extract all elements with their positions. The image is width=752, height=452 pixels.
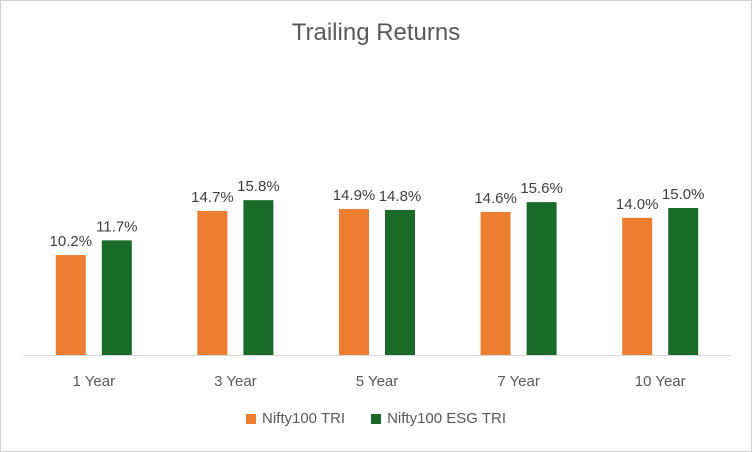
legend-swatch-nifty100-esg-tri bbox=[371, 413, 382, 424]
data-label-nifty100-esg-tri-7-year: 15.6% bbox=[520, 180, 563, 197]
bar-nifty100-tri-7-year bbox=[480, 211, 511, 355]
data-label-nifty100-tri-10-year: 14.0% bbox=[616, 196, 659, 213]
x-tick-label-1-year: 1 Year bbox=[73, 373, 116, 390]
legend-label-nifty100-tri: Nifty100 TRI bbox=[261, 410, 346, 427]
bar-nifty100-esg-tri-3-year bbox=[243, 200, 274, 355]
bar-nifty100-esg-tri-10-year bbox=[668, 208, 699, 355]
data-label-nifty100-tri-3-year: 14.7% bbox=[191, 189, 234, 206]
legend-label-nifty100-esg-tri: Nifty100 ESG TRI bbox=[387, 410, 507, 427]
x-tick-label-3-year: 3 Year bbox=[214, 373, 257, 390]
data-label-nifty100-esg-tri-1-year: 11.7% bbox=[96, 218, 137, 235]
bar-nifty100-tri-10-year bbox=[622, 217, 653, 355]
chart-title: Trailing Returns bbox=[291, 19, 461, 46]
bar-nifty100-tri-5-year bbox=[339, 208, 369, 355]
bar-nifty100-tri-3-year bbox=[197, 210, 228, 355]
legend-item-nifty100-esg-tri: Nifty100 ESG TRI bbox=[371, 410, 506, 427]
bar-nifty100-tri-1-year bbox=[55, 255, 86, 355]
legend-swatch-nifty100-tri bbox=[245, 413, 256, 424]
data-label-nifty100-tri-1-year: 10.2% bbox=[50, 233, 93, 250]
data-label-nifty100-esg-tri-5-year: 14.8% bbox=[379, 188, 422, 205]
x-tick-label-7-year: 7 Year bbox=[497, 373, 540, 390]
bar-nifty100-esg-tri-7-year bbox=[526, 202, 557, 355]
data-label-nifty100-tri-5-year: 14.9% bbox=[333, 187, 376, 204]
chart-legend: Nifty100 TRI Nifty100 ESG TRI bbox=[1, 410, 751, 427]
x-tick-label-10-year: 10 Year bbox=[635, 373, 686, 390]
data-label-nifty100-esg-tri-10-year: 15.0% bbox=[662, 186, 705, 203]
data-label-nifty100-tri-7-year: 14.6% bbox=[474, 190, 517, 207]
x-tick-label-5-year: 5 Year bbox=[356, 373, 399, 390]
bar-nifty100-esg-tri-5-year bbox=[385, 209, 415, 355]
legend-item-nifty100-tri: Nifty100 TRI bbox=[245, 410, 346, 427]
data-label-nifty100-esg-tri-3-year: 15.8% bbox=[237, 178, 280, 195]
bar-nifty100-esg-tri-1-year bbox=[101, 240, 132, 355]
